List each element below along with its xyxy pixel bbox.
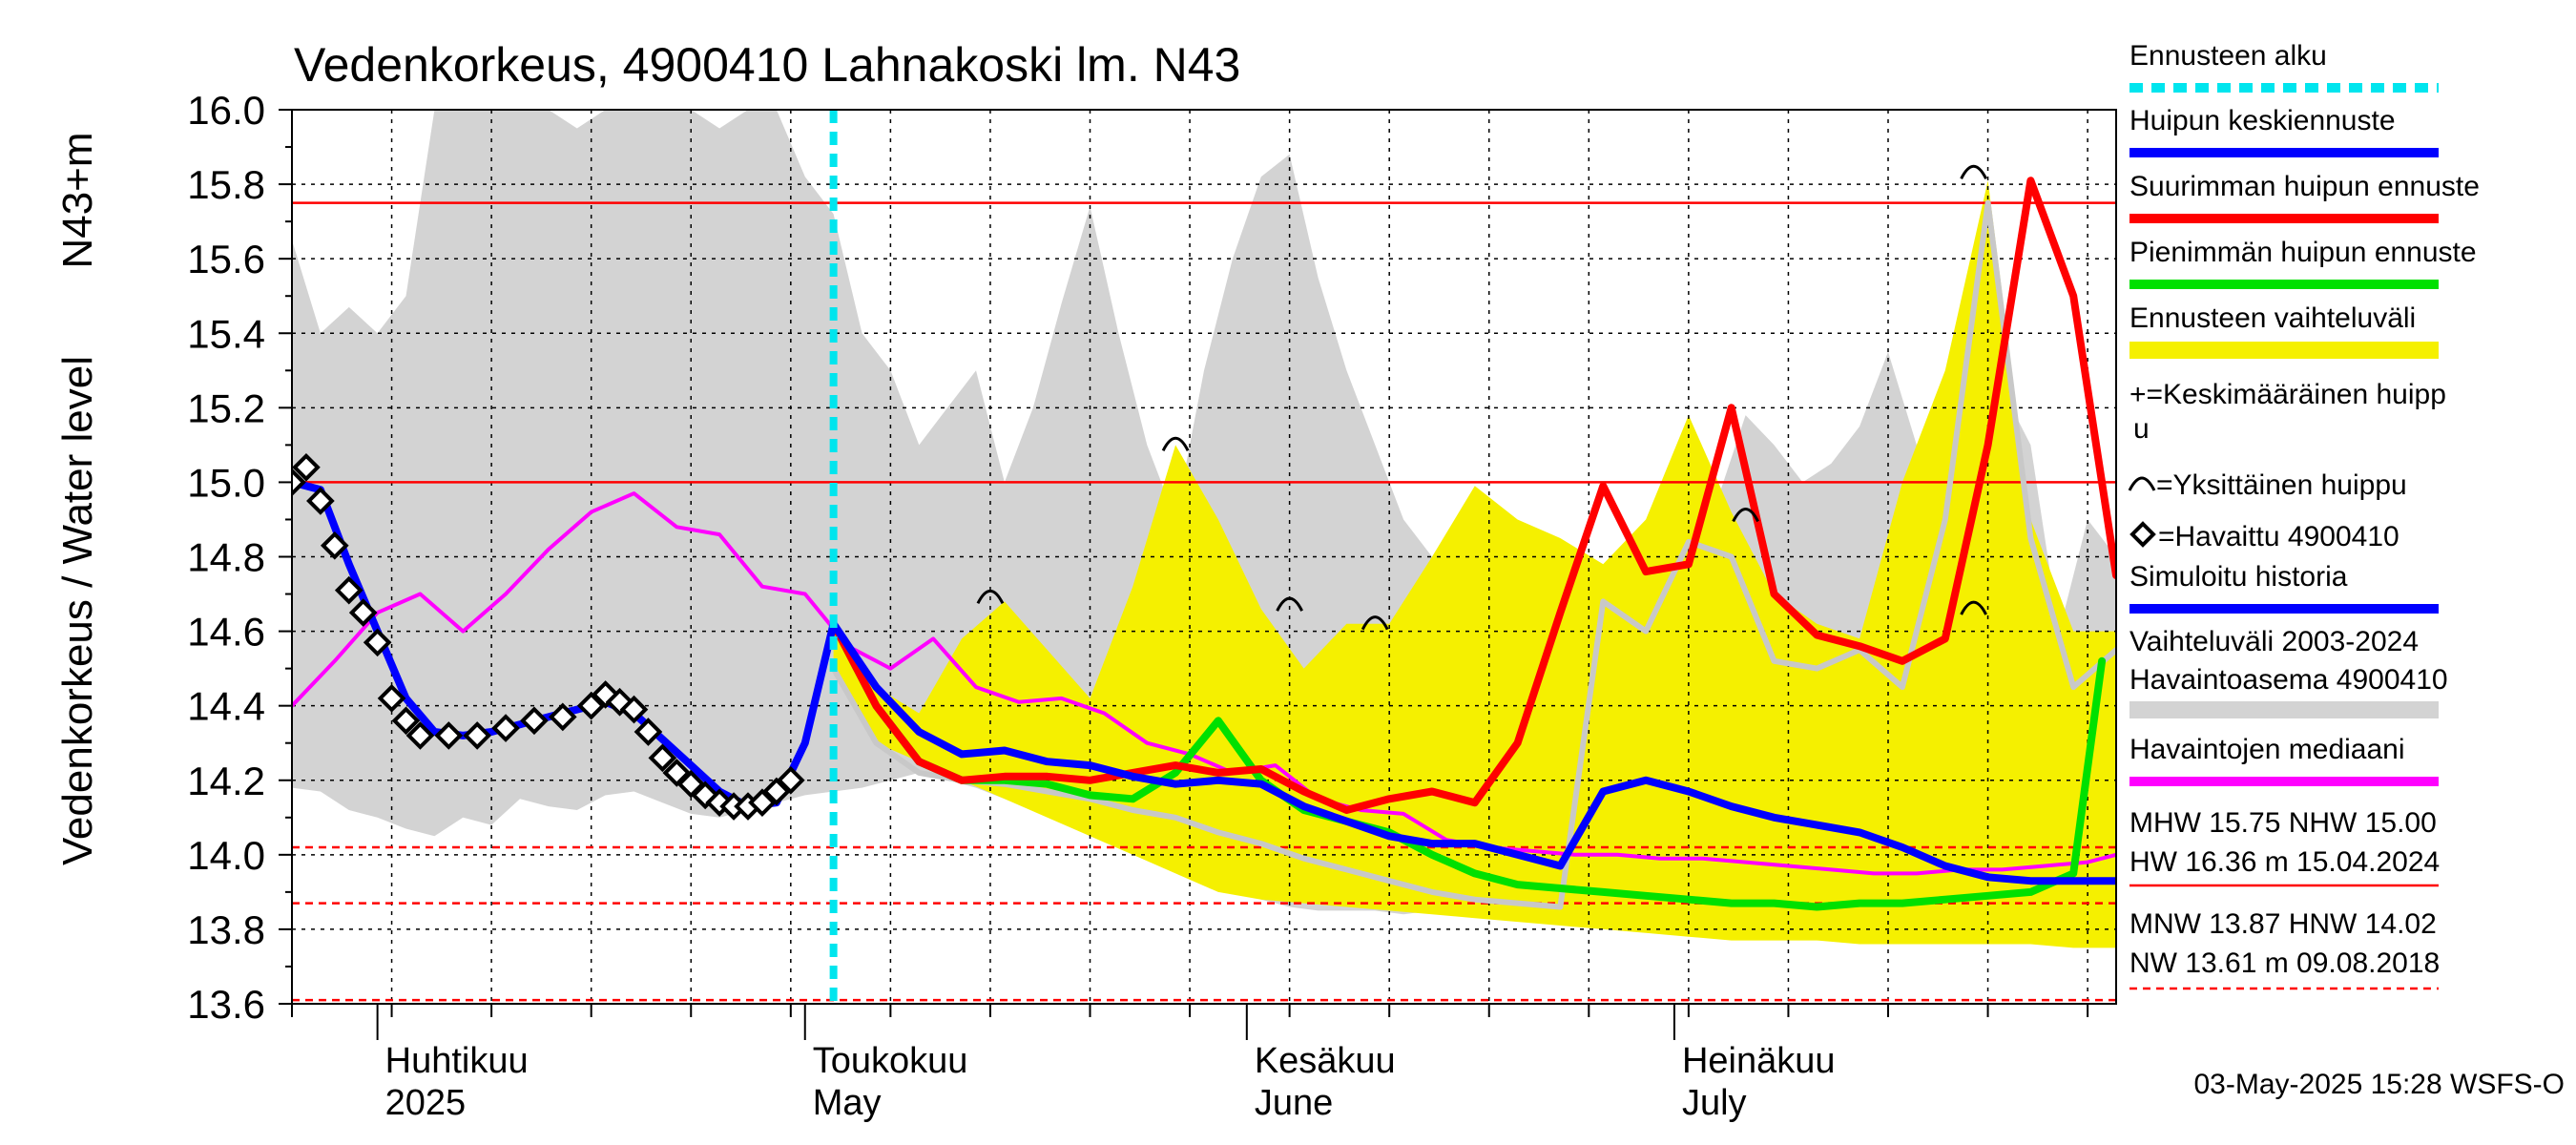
observed-point bbox=[292, 452, 321, 482]
month-label-en: 2025 bbox=[385, 1083, 467, 1123]
legend-single-peak-icon bbox=[2128, 476, 2156, 491]
y-tick-label: 14.4 bbox=[187, 684, 265, 729]
observed-point bbox=[548, 702, 577, 732]
y-tick-label: 15.4 bbox=[187, 311, 265, 356]
month-label-fi: Huhtikuu bbox=[385, 1041, 529, 1081]
stat-line-4: NW 13.61 m 09.08.2018 bbox=[2129, 947, 2440, 979]
series-line-suurimman-huipun-ennuste bbox=[829, 177, 2116, 814]
month-label-fi: Kesäkuu bbox=[1255, 1041, 1396, 1081]
observed-point bbox=[634, 718, 663, 746]
y-tick-label: 15.6 bbox=[187, 237, 265, 281]
legend-simuloitu-historia-label: Simuloitu historia bbox=[2129, 561, 2348, 593]
plot-content bbox=[292, 110, 2116, 1004]
series-line-havaintojen-mediaani bbox=[292, 491, 2116, 876]
plot-area: 13.6 13.8 14.0 14.2 14.4 14.6 14.8 15.0 15.2 15.4… bbox=[187, 88, 2117, 1123]
peak-marker bbox=[1361, 615, 1389, 631]
observed-point bbox=[434, 721, 464, 750]
legend: Ennusteen alku Huipun keskiennuste Suurimm… bbox=[2128, 40, 2480, 786]
stat-line-2: HW 16.36 m 15.04.2024 bbox=[2129, 846, 2440, 878]
month-label-en: June bbox=[1255, 1083, 1333, 1123]
legend-observed-label: =Havaittu 4900410 bbox=[2158, 521, 2399, 552]
observed-point bbox=[776, 765, 805, 795]
footer-timestamp: 03-May-2025 15:28 WSFS-O bbox=[2194, 1069, 2566, 1100]
month-label-fi: Toukokuu bbox=[813, 1041, 968, 1081]
observed-point bbox=[320, 531, 349, 560]
observed-point bbox=[334, 575, 364, 605]
y-tick-label: 14.6 bbox=[187, 610, 265, 655]
y-tick-label: 15.2 bbox=[187, 385, 265, 430]
legend-ennusteen-vaihteluv-li-label: Ennusteen vaihteluväli bbox=[2129, 302, 2416, 334]
month-label-en: July bbox=[1682, 1083, 1747, 1123]
month-label-en: May bbox=[813, 1083, 882, 1123]
peak-marker bbox=[1276, 596, 1303, 612]
observed-point bbox=[391, 706, 421, 736]
legend-vaihteluv-li-2003-2024-label-2: Havaintoasema 4900410 bbox=[2129, 664, 2448, 696]
legend-suurimman-huipun-ennuste-label: Suurimman huipun ennuste bbox=[2129, 171, 2480, 202]
series-line-pienimm-n-huipun-ennuste bbox=[829, 619, 2107, 911]
y-tick-label: 15.0 bbox=[187, 460, 265, 505]
statistics-panel: MHW 15.75 NHW 15.00 HW 16.36 m 15.04.202… bbox=[2129, 807, 2440, 990]
legend-ennusteen-alku-label: Ennusteen alku bbox=[2129, 40, 2327, 72]
series-line-huipun-keskiennuste bbox=[829, 619, 2116, 885]
forecast-range-band bbox=[833, 180, 2116, 948]
peak-marker bbox=[976, 589, 1005, 605]
y-tick-label: 15.8 bbox=[187, 162, 265, 207]
month-label-fi: Heinäkuu bbox=[1682, 1041, 1836, 1081]
y-tick-label: 16.0 bbox=[187, 88, 265, 133]
legend-huipun-keskiennuste-label: Huipun keskiennuste bbox=[2129, 105, 2396, 136]
observed-point bbox=[292, 468, 306, 497]
observed-point bbox=[306, 487, 335, 515]
legend-havaintojen-mediaani-label: Havaintojen mediaani bbox=[2129, 734, 2405, 765]
observed-point bbox=[405, 721, 435, 750]
legend-mean-peak-label-2: u bbox=[2133, 413, 2150, 445]
stat-line-3: MNW 13.87 HNW 14.02 bbox=[2129, 908, 2437, 940]
series-line-vaihteluv-li-2003-2024-havaintoasema-4900410 bbox=[830, 199, 2116, 910]
y-axis-unit: N43+m bbox=[54, 132, 101, 268]
y-tick-label: 14.8 bbox=[187, 535, 265, 580]
observed-point bbox=[363, 628, 392, 657]
legend-pienimm-n-huipun-ennuste-label: Pienimmän huipun ennuste bbox=[2129, 237, 2477, 268]
observed-point bbox=[377, 684, 406, 713]
observed-point bbox=[619, 695, 649, 724]
observed-point bbox=[520, 706, 549, 736]
peak-marker bbox=[1161, 436, 1190, 451]
y-tick-label: 14.2 bbox=[187, 759, 265, 803]
peak-marker bbox=[1960, 164, 1987, 179]
y-tick-label: 13.8 bbox=[187, 907, 265, 952]
legend-vaihteluv-li-2003-2024-label: Vaihteluväli 2003-2024 bbox=[2129, 626, 2419, 657]
observed-point bbox=[648, 743, 677, 773]
observed-point bbox=[463, 721, 492, 750]
legend-mean-peak-label: +=Keskimääräinen huipp bbox=[2129, 379, 2446, 410]
y-axis-label: Vedenkorkeus / Water level bbox=[54, 356, 101, 865]
y-tick-label: 14.0 bbox=[187, 833, 265, 878]
y-tick-label: 13.6 bbox=[187, 982, 265, 1027]
stat-line-1: MHW 15.75 NHW 15.00 bbox=[2129, 807, 2437, 839]
peak-marker bbox=[1732, 508, 1759, 523]
observed-point bbox=[348, 598, 378, 627]
legend-single-peak-label: =Yksittäinen huippu bbox=[2156, 469, 2407, 501]
peak-marker bbox=[1960, 600, 1987, 615]
observed-point bbox=[491, 714, 520, 742]
legend-observed-icon bbox=[2129, 521, 2156, 548]
chart-title: Vedenkorkeus, 4900410 Lahnakoski lm. N43 bbox=[294, 38, 1240, 92]
